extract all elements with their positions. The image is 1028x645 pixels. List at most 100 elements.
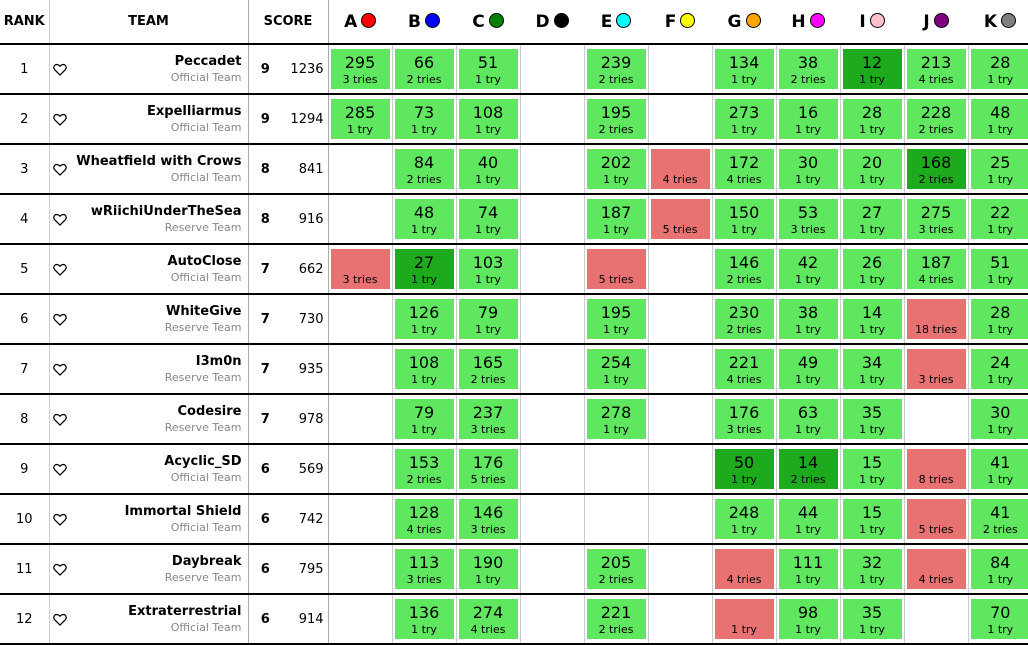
problem-cell-c[interactable]: 146 3 tries bbox=[455, 494, 521, 545]
problem-cell-c[interactable]: 274 4 tries bbox=[455, 594, 521, 645]
team-cell[interactable]: Wheatfield with Crows Official Team bbox=[71, 144, 249, 195]
submission-status-correct[interactable]: 228 2 tries bbox=[906, 99, 966, 139]
problem-cell-j[interactable]: 213 4 tries bbox=[903, 44, 969, 95]
problem-cell-f[interactable]: 5 tries bbox=[647, 194, 713, 245]
submission-status-correct[interactable]: 41 1 try bbox=[970, 449, 1028, 489]
problem-cell-h[interactable]: 53 3 tries bbox=[775, 194, 841, 245]
submission-status-correct[interactable]: 295 3 tries bbox=[330, 49, 390, 89]
problem-cell-g[interactable]: 172 4 tries bbox=[711, 144, 777, 195]
problem-cell-j[interactable]: 4 tries bbox=[903, 544, 969, 595]
favorite-toggle[interactable] bbox=[48, 544, 71, 595]
problem-cell-h[interactable]: 63 1 try bbox=[775, 394, 841, 445]
submission-status-correct[interactable]: 35 1 try bbox=[842, 399, 902, 439]
problem-header-i[interactable]: I bbox=[840, 0, 905, 45]
table-row[interactable]: 1 Peccadet Official Team 9 1236 295 3 tries 66 2… bbox=[0, 44, 1028, 95]
submission-status-first[interactable]: 12 1 try bbox=[842, 49, 902, 89]
table-row[interactable]: 2 Expelliarmus Official Team 9 1294 285 1 try 7… bbox=[0, 94, 1028, 145]
submission-status-correct[interactable]: 176 3 tries bbox=[714, 399, 774, 439]
problem-cell-h[interactable]: 44 1 try bbox=[775, 494, 841, 545]
problem-cell-k[interactable]: 51 1 try bbox=[967, 244, 1028, 295]
problem-cell-e[interactable]: 221 2 tries bbox=[583, 594, 649, 645]
problem-cell-g[interactable]: 4 tries bbox=[711, 544, 777, 595]
problem-cell-b[interactable]: 73 1 try bbox=[391, 94, 457, 145]
table-row[interactable]: 10 Immortal Shield Official Team 6 742 128 4 t… bbox=[0, 494, 1028, 545]
problem-cell-i[interactable]: 15 1 try bbox=[839, 494, 905, 545]
team-cell[interactable]: Extraterrestrial Official Team bbox=[71, 594, 249, 645]
team-name[interactable]: WhiteGive bbox=[166, 304, 242, 319]
problem-cell-e[interactable]: 187 1 try bbox=[583, 194, 649, 245]
problem-cell-g[interactable]: 273 1 try bbox=[711, 94, 777, 145]
problem-cell-g[interactable]: 1 try bbox=[711, 594, 777, 645]
team-cell[interactable]: wRiichiUnderTheSea Reserve Team bbox=[71, 194, 249, 245]
submission-status-failed[interactable]: 4 tries bbox=[650, 149, 710, 189]
score-header[interactable]: SCORE bbox=[248, 0, 329, 45]
team-name[interactable]: Daybreak bbox=[171, 554, 242, 569]
problem-cell-k[interactable]: 84 1 try bbox=[967, 544, 1028, 595]
submission-status-correct[interactable]: 28 1 try bbox=[842, 99, 902, 139]
submission-status-failed[interactable]: 4 tries bbox=[714, 549, 774, 589]
submission-status-correct[interactable]: 221 4 tries bbox=[714, 349, 774, 389]
submission-status-correct[interactable]: 24 1 try bbox=[970, 349, 1028, 389]
problem-cell-k[interactable]: 28 1 try bbox=[967, 44, 1028, 95]
submission-status-correct[interactable]: 172 4 tries bbox=[714, 149, 774, 189]
problem-cell-b[interactable]: 113 3 tries bbox=[391, 544, 457, 595]
team-name[interactable]: Immortal Shield bbox=[124, 504, 242, 519]
problem-cell-j[interactable]: 228 2 tries bbox=[903, 94, 969, 145]
problem-cell-g[interactable]: 176 3 tries bbox=[711, 394, 777, 445]
submission-status-correct[interactable]: 41 2 tries bbox=[970, 499, 1028, 539]
submission-status-first[interactable]: 27 1 try bbox=[394, 249, 454, 289]
submission-status-correct[interactable]: 66 2 tries bbox=[394, 49, 454, 89]
problem-cell-i[interactable]: 32 1 try bbox=[839, 544, 905, 595]
problem-cell-k[interactable]: 28 1 try bbox=[967, 294, 1028, 345]
problem-cell-c[interactable]: 108 1 try bbox=[455, 94, 521, 145]
team-name[interactable]: Expelliarmus bbox=[147, 104, 242, 119]
problem-cell-h[interactable]: 111 1 try bbox=[775, 544, 841, 595]
problem-header-a[interactable]: A bbox=[328, 0, 393, 45]
problem-cell-h[interactable]: 14 2 tries bbox=[775, 444, 841, 495]
team-cell[interactable]: Acyclic_SD Official Team bbox=[71, 444, 249, 495]
team-name[interactable]: AutoClose bbox=[167, 254, 242, 269]
problem-cell-g[interactable]: 150 1 try bbox=[711, 194, 777, 245]
team-name[interactable]: Wheatfield with Crows bbox=[76, 154, 242, 169]
submission-status-correct[interactable]: 195 1 try bbox=[586, 299, 646, 339]
team-header[interactable]: TEAM bbox=[49, 0, 249, 45]
problem-cell-h[interactable]: 98 1 try bbox=[775, 594, 841, 645]
submission-status-failed[interactable]: 5 tries bbox=[650, 199, 710, 239]
problem-cell-f[interactable]: 4 tries bbox=[647, 144, 713, 195]
problem-cell-e[interactable]: 5 tries bbox=[583, 244, 649, 295]
problem-cell-g[interactable]: 146 2 tries bbox=[711, 244, 777, 295]
table-row[interactable]: 7 I3m0n Reserve Team 7 935 108 1 try 165 2 tries… bbox=[0, 344, 1028, 395]
table-row[interactable]: 4 wRiichiUnderTheSea Reserve Team 8 916 48 1 t… bbox=[0, 194, 1028, 245]
submission-status-first[interactable]: 50 1 try bbox=[714, 449, 774, 489]
problem-cell-k[interactable]: 25 1 try bbox=[967, 144, 1028, 195]
problem-cell-h[interactable]: 49 1 try bbox=[775, 344, 841, 395]
problem-cell-i[interactable]: 15 1 try bbox=[839, 444, 905, 495]
submission-status-failed[interactable]: 5 tries bbox=[586, 249, 646, 289]
problem-header-h[interactable]: H bbox=[776, 0, 841, 45]
problem-cell-e[interactable]: 195 2 tries bbox=[583, 94, 649, 145]
submission-status-correct[interactable]: 165 2 tries bbox=[458, 349, 518, 389]
submission-status-correct[interactable]: 187 1 try bbox=[586, 199, 646, 239]
submission-status-correct[interactable]: 202 1 try bbox=[586, 149, 646, 189]
problem-cell-c[interactable]: 103 1 try bbox=[455, 244, 521, 295]
problem-cell-c[interactable]: 79 1 try bbox=[455, 294, 521, 345]
submission-status-correct[interactable]: 38 1 try bbox=[778, 299, 838, 339]
submission-status-first[interactable]: 168 2 tries bbox=[906, 149, 966, 189]
submission-status-correct[interactable]: 40 1 try bbox=[458, 149, 518, 189]
problem-header-e[interactable]: E bbox=[584, 0, 649, 45]
problem-cell-b[interactable]: 126 1 try bbox=[391, 294, 457, 345]
favorite-toggle[interactable] bbox=[48, 344, 71, 395]
submission-status-correct[interactable]: 205 2 tries bbox=[586, 549, 646, 589]
submission-status-correct[interactable]: 30 1 try bbox=[970, 399, 1028, 439]
team-name[interactable]: Extraterrestrial bbox=[128, 604, 242, 619]
problem-header-k[interactable]: K bbox=[968, 0, 1028, 45]
submission-status-correct[interactable]: 49 1 try bbox=[778, 349, 838, 389]
submission-status-correct[interactable]: 103 1 try bbox=[458, 249, 518, 289]
table-row[interactable]: 11 Daybreak Reserve Team 6 795 113 3 tries 190 1… bbox=[0, 544, 1028, 595]
submission-status-correct[interactable]: 108 1 try bbox=[458, 99, 518, 139]
submission-status-correct[interactable]: 15 1 try bbox=[842, 499, 902, 539]
submission-status-correct[interactable]: 195 2 tries bbox=[586, 99, 646, 139]
problem-cell-c[interactable]: 40 1 try bbox=[455, 144, 521, 195]
problem-cell-c[interactable]: 165 2 tries bbox=[455, 344, 521, 395]
favorite-toggle[interactable] bbox=[48, 444, 71, 495]
